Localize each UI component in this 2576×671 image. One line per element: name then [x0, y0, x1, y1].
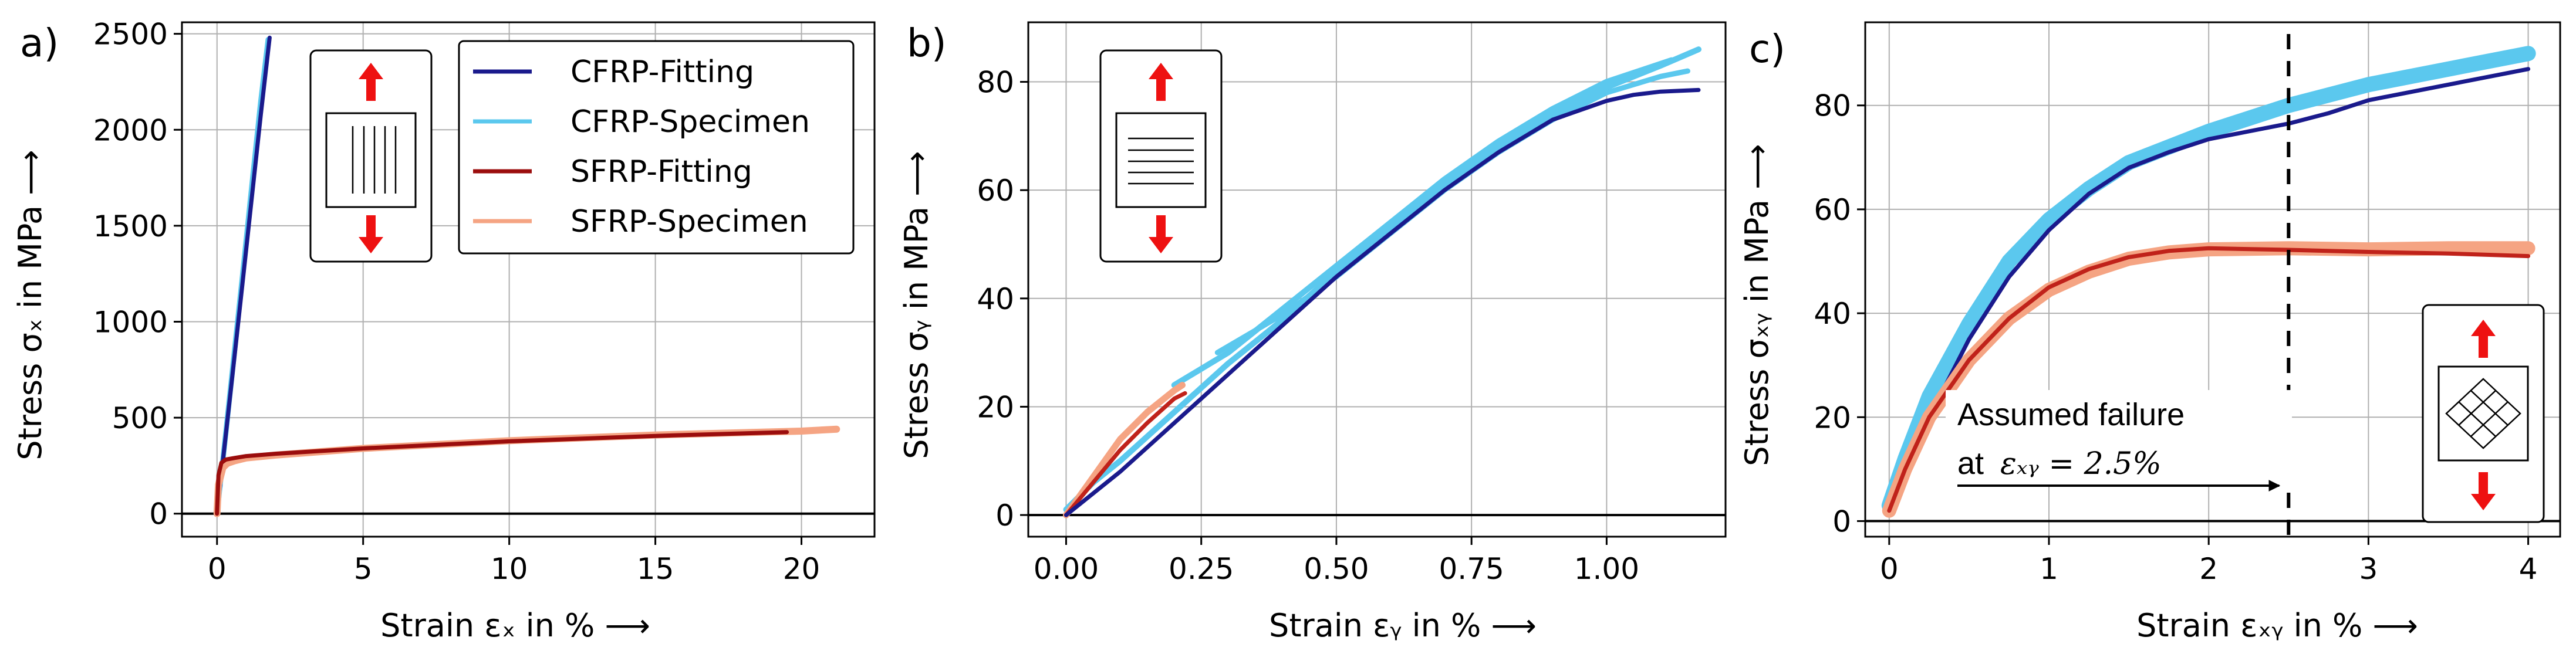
x-tick-label: 0.25	[1169, 552, 1234, 586]
y-tick-labels: 0 500 1000 1500 2000 2500	[93, 18, 182, 531]
series-line-cfrp-specimen	[1214, 68, 1690, 355]
axes-frame	[1027, 21, 1727, 538]
series-line-sfrp-fitting	[215, 430, 789, 516]
uniaxial-tension-fibers-vertical-icon	[309, 49, 433, 263]
x-axis-label: Strain εₓ in % ⟶	[380, 607, 650, 644]
x-tick-label: 3	[2359, 552, 2378, 586]
y-tick-label: 40	[1814, 297, 1851, 331]
y-tick-label: 0	[1832, 504, 1851, 538]
y-tick-label: 20	[1814, 401, 1851, 435]
legend-label: SFRP-Fitting	[570, 154, 752, 189]
y-tick-label: 60	[1814, 193, 1851, 227]
legend: CFRP-Fitting CFRP-Specimen SFRP-Fitting …	[458, 40, 855, 255]
y-tick-label: 20	[977, 390, 1014, 424]
x-tick-label: 0.50	[1304, 552, 1369, 586]
y-axis-label: Stress σₓ in MPa ⟶	[12, 150, 49, 460]
legend-label: CFRP-Specimen	[570, 104, 810, 140]
x-tick-labels: 0 1 2 3 4	[1880, 537, 2538, 586]
uniaxial-tension-fibers-horizontal-icon	[1099, 49, 1223, 263]
y-tick-label: 0	[995, 499, 1014, 533]
x-tick-label: 15	[637, 552, 674, 586]
y-tick-label: 0	[149, 497, 168, 531]
x-tick-labels: 0 5 10 15 20	[208, 537, 820, 586]
y-tick-label: 40	[977, 282, 1014, 316]
legend-label: CFRP-Fitting	[570, 55, 754, 90]
panel-label: a)	[20, 21, 59, 66]
x-axis-label: Strain εᵧ in % ⟶	[1269, 607, 1537, 644]
x-tick-label: 5	[354, 552, 373, 586]
axes-frame	[1864, 21, 2561, 538]
series-group	[1063, 46, 1701, 518]
legend-label: SFRP-Specimen	[570, 204, 808, 239]
y-tick-label: 2000	[93, 113, 168, 147]
x-tick-label: 2	[2199, 552, 2218, 586]
y-tick-label: 1000	[93, 305, 168, 339]
series-line-sfrp-specimen	[1063, 382, 1186, 518]
y-tick-labels: 0 20 40 60 80	[977, 66, 1028, 533]
x-axis-label: Strain εₓᵧ in % ⟶	[2136, 607, 2418, 644]
y-tick-label: 500	[112, 401, 168, 435]
axes-frame	[181, 21, 876, 538]
series-group	[213, 35, 840, 517]
panel-label: c)	[1749, 26, 1785, 72]
annotation-background	[1946, 390, 2292, 485]
annotation-prefix: at	[1957, 446, 1984, 481]
y-tick-label: 80	[1814, 89, 1851, 123]
series-line-cfrp-fitting	[1064, 87, 1701, 517]
panel-a: a) 0 5 10 15 20 0 500 1000 1500 2000 2500 Strain …	[12, 18, 876, 644]
series-line-cfrp-specimen	[1063, 46, 1701, 513]
series-group	[1881, 46, 2536, 518]
panel-c: c) 0 1 2 3 4 0 20 40 60 80 Strain εₓᵧ in % ⟶ Str…	[1738, 21, 2561, 644]
annotation-text: Assumed failure	[1957, 397, 2185, 432]
y-tick-label: 80	[977, 66, 1014, 100]
y-axis-label: Stress σₓᵧ in MPa ⟶	[1738, 144, 1775, 466]
x-tick-label: 0.75	[1439, 552, 1504, 586]
shear-loading-fibers-crossed-icon	[2422, 304, 2545, 523]
x-tick-label: 0.00	[1034, 552, 1099, 586]
panel-label: b)	[907, 21, 947, 66]
x-tick-label: 0	[1880, 552, 1899, 586]
y-tick-labels: 0 20 40 60 80	[1814, 89, 1865, 538]
x-tick-label: 0	[208, 552, 227, 586]
x-tick-label: 4	[2519, 552, 2538, 586]
annotation-math: εₓᵧ = 2.5%	[2000, 446, 2162, 482]
x-tick-label: 1.00	[1574, 552, 1639, 586]
failure-annotation: Assumed failure at εₓᵧ = 2.5%	[1946, 34, 2292, 537]
y-tick-label: 2500	[93, 18, 168, 52]
x-tick-labels: 0.00 0.25 0.50 0.75 1.00	[1034, 537, 1639, 586]
y-tick-label: 60	[977, 174, 1014, 208]
series-line-sfrp-fitting	[1887, 246, 2531, 513]
panel-b: b) 0.00 0.25 0.50 0.75 1.00 0 20 40 60 80 Strain…	[898, 21, 1727, 644]
y-axis-label: Stress σᵧ in MPa ⟶	[898, 151, 935, 459]
x-tick-label: 20	[783, 552, 821, 586]
y-tick-label: 1500	[93, 209, 168, 243]
series-line-sfrp-fitting	[1064, 391, 1187, 517]
x-tick-label: 1	[2040, 552, 2058, 586]
series-line-cfrp-fitting	[215, 35, 272, 516]
x-tick-label: 10	[491, 552, 528, 586]
series-line-cfrp-specimen	[1881, 46, 2536, 513]
